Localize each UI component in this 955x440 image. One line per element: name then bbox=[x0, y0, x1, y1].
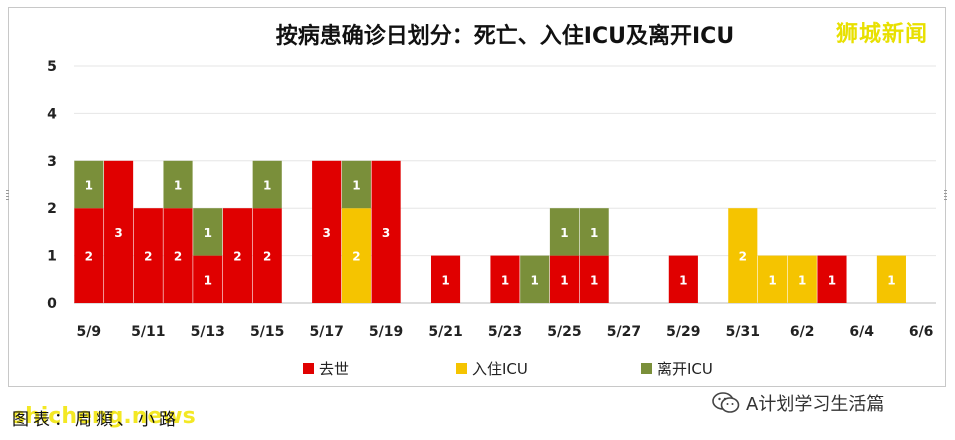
bar-data-label: 2 bbox=[233, 250, 241, 264]
bar-segment bbox=[876, 255, 906, 303]
bar-data-label: 1 bbox=[204, 226, 212, 240]
bar-data-label: 1 bbox=[501, 273, 509, 287]
bar-segment bbox=[579, 255, 609, 303]
legend-swatch bbox=[456, 363, 467, 374]
x-tick-label: 5/31 bbox=[726, 324, 760, 340]
x-tick-label: 5/11 bbox=[131, 324, 165, 340]
bar-segment bbox=[341, 160, 371, 209]
bar-segment bbox=[74, 208, 104, 303]
bar-data-label: 1 bbox=[174, 179, 182, 193]
bar-segment bbox=[817, 255, 847, 303]
bar-segment bbox=[668, 255, 698, 303]
bar-data-label: 1 bbox=[590, 273, 598, 287]
bar-data-label: 1 bbox=[204, 273, 212, 287]
bar-segment bbox=[222, 208, 253, 303]
bar-data-label: 2 bbox=[85, 250, 93, 264]
bar-data-label: 2 bbox=[739, 250, 747, 264]
x-axis: 5/9 5/11 5/13 5/15 5/17 5/19 5/21 5/23 5/25 5/27 5… bbox=[77, 324, 934, 340]
bar-segment bbox=[193, 208, 223, 256]
x-tick-label: 5/9 bbox=[77, 324, 102, 340]
bar-segment bbox=[787, 255, 817, 303]
bar-segment bbox=[757, 255, 788, 303]
bar-segment bbox=[520, 255, 550, 303]
y-tick-label: 5 bbox=[47, 59, 57, 75]
bar-segment bbox=[252, 208, 282, 303]
chart-title: 按病患确诊日划分：死亡、入住ICU及离开ICU bbox=[276, 23, 734, 49]
bar-segment bbox=[163, 160, 193, 209]
bar-segment bbox=[549, 255, 580, 303]
y-tick-label: 0 bbox=[47, 296, 57, 312]
bar-data-label: 1 bbox=[828, 273, 836, 287]
bar-data-label: 2 bbox=[174, 250, 182, 264]
bar-data-label: 1 bbox=[531, 273, 539, 287]
bar-data-label: 1 bbox=[798, 273, 806, 287]
bar-data-label: 1 bbox=[352, 179, 360, 193]
bar-segment bbox=[579, 208, 609, 256]
x-tick-label: 5/17 bbox=[309, 324, 343, 340]
bars: 2 1 3 2 2 1 1 1 2 2 1 3 2 1 3 1 1 1 1 1 1 1 1 2 1 1 1 1 bbox=[74, 160, 906, 303]
legend-label: 去世 bbox=[319, 360, 349, 378]
bar-data-label: 1 bbox=[85, 179, 93, 193]
wechat-account-label: A计划学习生活篇 bbox=[746, 394, 885, 415]
bar-data-label: 1 bbox=[590, 226, 598, 240]
bar-data-label: 1 bbox=[560, 273, 568, 287]
x-tick-label: 5/15 bbox=[250, 324, 284, 340]
x-tick-label: 6/2 bbox=[790, 324, 815, 340]
bar-segment bbox=[371, 160, 401, 303]
bar-data-label: 2 bbox=[263, 250, 271, 264]
bar-segment bbox=[728, 208, 758, 303]
wechat-icon bbox=[712, 392, 740, 413]
bar-segment bbox=[312, 160, 342, 303]
bar-segment bbox=[74, 160, 104, 209]
bar-segment bbox=[104, 160, 134, 303]
bar-segment bbox=[549, 208, 580, 256]
bar-data-label: 3 bbox=[114, 226, 122, 240]
legend: 去世 入住ICU 离开ICU bbox=[303, 360, 713, 378]
bar-segment bbox=[252, 160, 282, 209]
bar-data-label: 3 bbox=[322, 226, 330, 240]
x-tick-label: 5/19 bbox=[369, 324, 403, 340]
bar-data-label: 2 bbox=[144, 250, 152, 264]
x-tick-label: 6/4 bbox=[849, 324, 874, 340]
x-tick-label: 5/21 bbox=[428, 324, 462, 340]
y-axis: 0 1 2 3 4 5 bbox=[47, 59, 57, 312]
bar-segment bbox=[341, 208, 371, 303]
resize-handle-right[interactable] bbox=[944, 190, 947, 200]
x-tick-label: 5/29 bbox=[666, 324, 700, 340]
legend-label: 入住ICU bbox=[472, 360, 528, 378]
chart-credit: 图表：周頫、小路 bbox=[12, 410, 180, 430]
wechat-account[interactable]: A计划学习生活篇 bbox=[712, 390, 884, 416]
bar-data-label: 1 bbox=[679, 273, 687, 287]
legend-label: 离开ICU bbox=[657, 360, 713, 378]
bar-data-label: 2 bbox=[352, 250, 360, 264]
bar-segment bbox=[490, 255, 520, 303]
x-tick-label: 5/13 bbox=[191, 324, 225, 340]
brand-logo-text: 狮城新闻 bbox=[836, 22, 929, 47]
y-tick-label: 4 bbox=[47, 106, 57, 122]
y-tick-label: 2 bbox=[47, 201, 57, 217]
bar-segment bbox=[163, 208, 193, 303]
bar-data-label: 1 bbox=[560, 226, 568, 240]
x-tick-label: 6/6 bbox=[909, 324, 934, 340]
bar-segment bbox=[133, 208, 163, 303]
legend-swatch bbox=[641, 363, 652, 374]
y-tick-label: 1 bbox=[47, 249, 57, 265]
site-watermark: shicheng.news bbox=[12, 404, 196, 429]
bar-data-label: 3 bbox=[382, 226, 390, 240]
bar-data-label: 1 bbox=[887, 273, 895, 287]
bar-segment bbox=[430, 255, 461, 303]
x-tick-label: 5/27 bbox=[607, 324, 641, 340]
x-tick-label: 5/23 bbox=[488, 324, 522, 340]
bar-segment bbox=[193, 255, 223, 303]
bar-data-label: 1 bbox=[768, 273, 776, 287]
resize-handle-left[interactable] bbox=[6, 190, 9, 200]
x-tick-label: 5/25 bbox=[547, 324, 581, 340]
legend-swatch bbox=[303, 363, 314, 374]
bar-data-label: 1 bbox=[441, 273, 449, 287]
bar-data-label: 1 bbox=[263, 179, 271, 193]
y-tick-label: 3 bbox=[47, 154, 57, 170]
